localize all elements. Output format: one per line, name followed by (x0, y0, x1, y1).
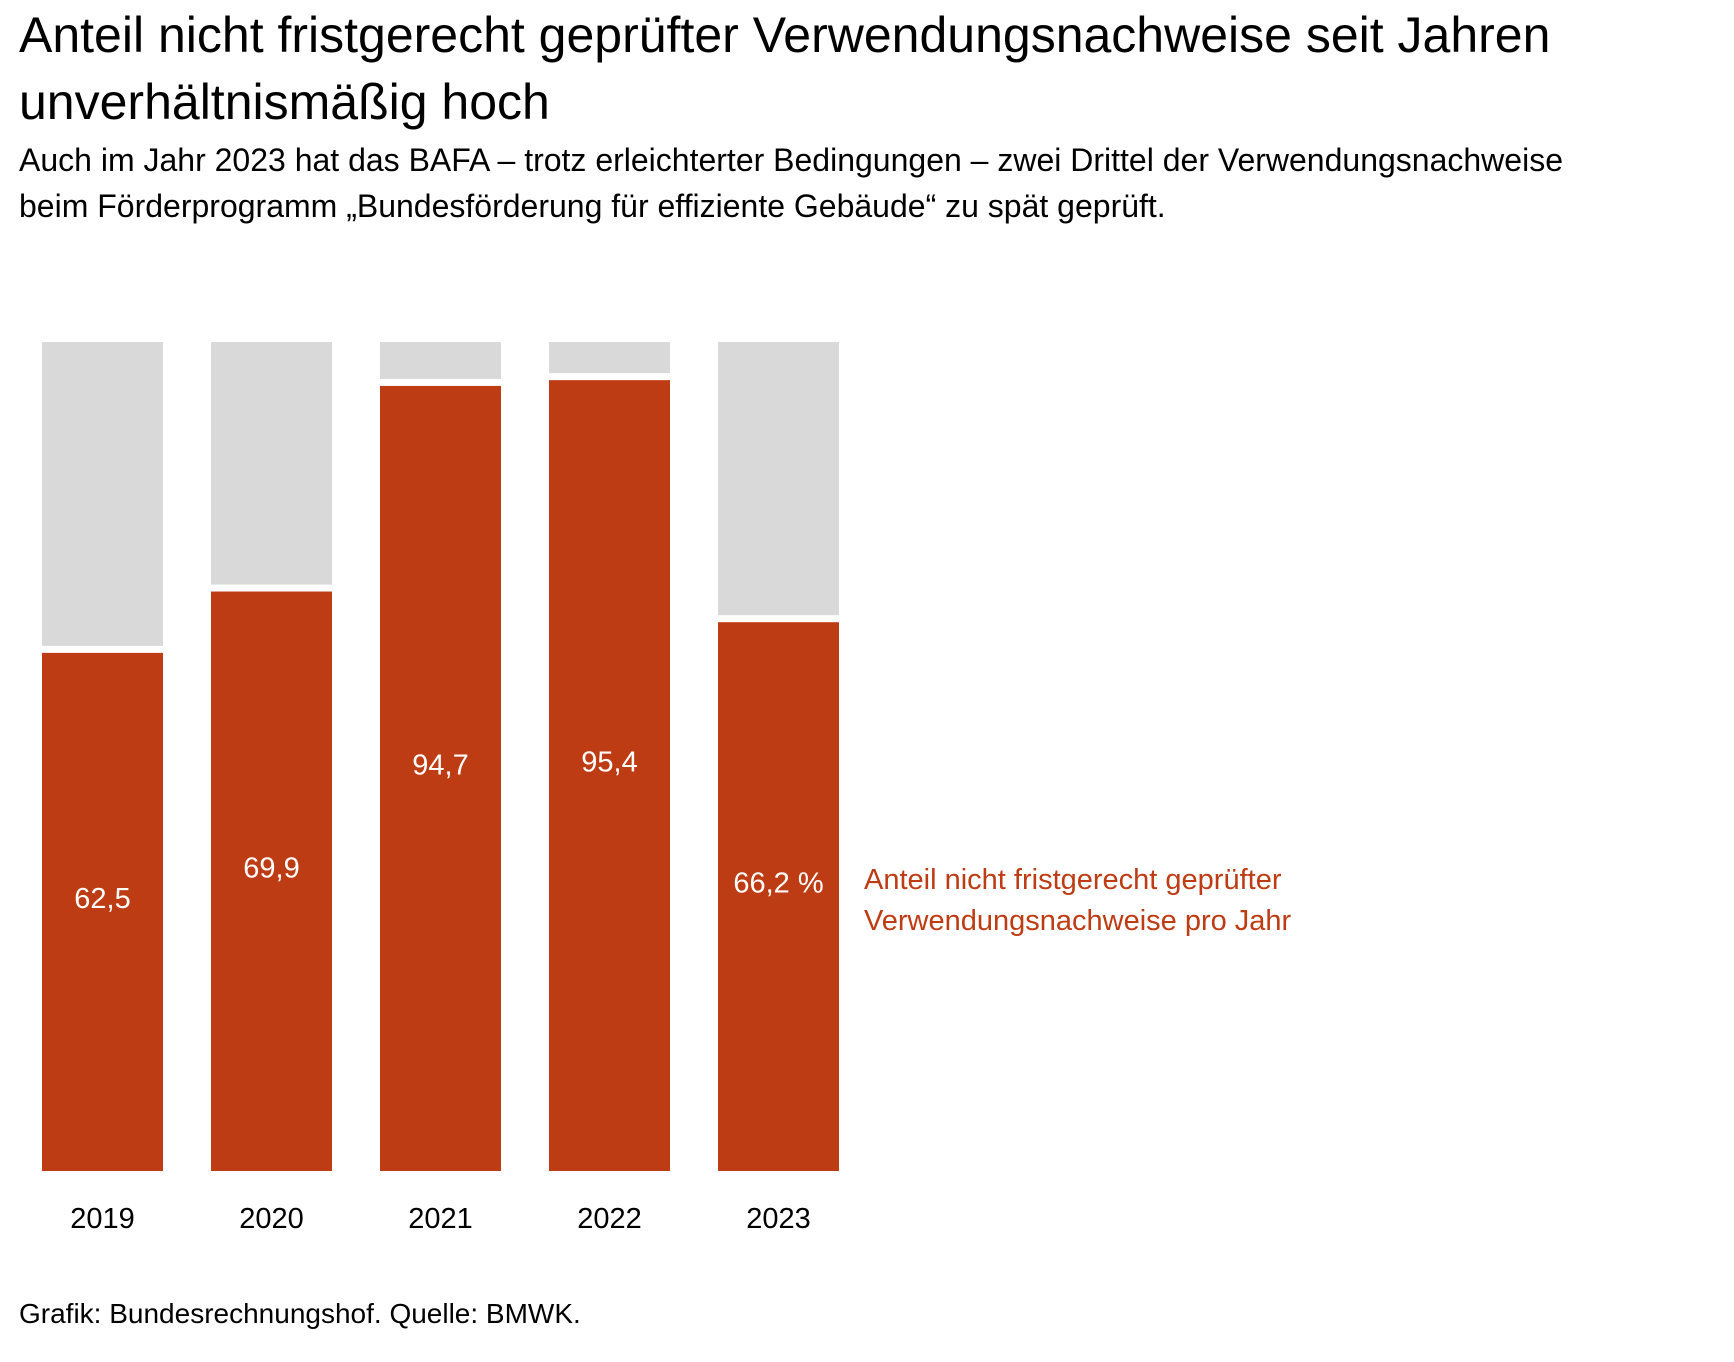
bar-2023 (718, 622, 839, 1171)
series-label: Anteil nicht fristgerecht geprüfter Verw… (864, 864, 1292, 937)
bar-remainder-2023 (718, 342, 839, 616)
bar-remainder-2020 (211, 342, 332, 585)
bar-2021 (380, 385, 501, 1171)
data-label-2020: 69,9 (243, 852, 299, 884)
bar-remainder-2022 (549, 342, 670, 374)
data-label-2023: 66,2 % (733, 868, 823, 900)
bar-2019 (42, 652, 163, 1171)
bar-remainder-2021 (380, 342, 501, 379)
x-tick-label-2023: 2023 (746, 1203, 811, 1235)
data-label-2021: 94,7 (412, 749, 468, 781)
chart-title: Anteil nicht fristgerecht geprüfter Verw… (19, 7, 1551, 130)
bar-2020 (211, 591, 332, 1171)
bar-2022 (549, 380, 670, 1171)
x-tick-label-2022: 2022 (577, 1203, 642, 1235)
bar-remainder-2019 (42, 342, 163, 646)
source-note: Grafik: Bundesrechnungshof. Quelle: BMWK… (19, 1298, 581, 1329)
data-label-2022: 95,4 (581, 747, 637, 779)
x-tick-label-2019: 2019 (70, 1203, 135, 1235)
bar-chart: 62,5 2019 69,9 2020 94,7 2021 95,4 2022 66,2 % 20… (42, 342, 839, 1235)
chart-subtitle: Auch im Jahr 2023 hat das BAFA – trotz e… (19, 142, 1563, 224)
x-tick-label-2020: 2020 (239, 1203, 304, 1235)
x-tick-label-2021: 2021 (408, 1203, 473, 1235)
data-label-2019: 62,5 (74, 883, 130, 915)
